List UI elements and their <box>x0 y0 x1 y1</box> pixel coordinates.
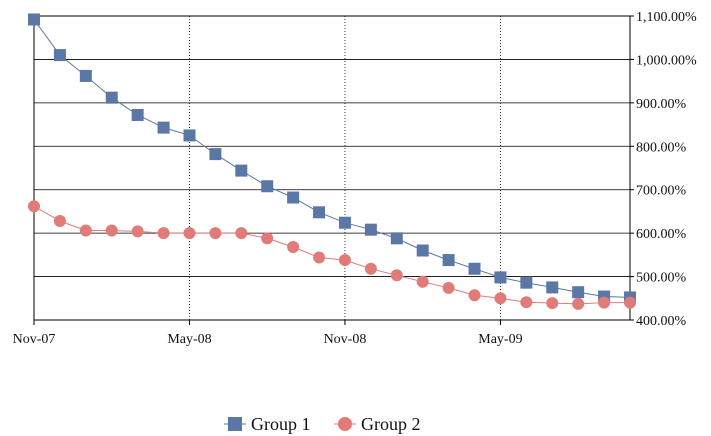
series-2 <box>28 200 636 310</box>
data-point <box>339 217 351 229</box>
data-point <box>158 227 170 239</box>
legend-label: Group 1 <box>251 414 311 434</box>
data-point <box>365 224 377 236</box>
series-line <box>34 20 630 298</box>
data-point <box>417 245 429 257</box>
data-point <box>469 289 481 301</box>
data-point <box>520 277 532 289</box>
legend-item-1: Group 1 <box>224 414 311 434</box>
x-tick-label: Nov-08 <box>324 332 367 347</box>
x-axis-ticks: Nov-07 May-08 Nov-08 May-09 <box>13 320 523 347</box>
data-point <box>183 129 195 141</box>
y-tick-label: 500.00% <box>636 271 687 286</box>
data-point <box>494 292 506 304</box>
chart-axes <box>34 16 630 320</box>
data-point <box>443 254 455 266</box>
data-point <box>80 225 92 237</box>
data-point <box>339 254 351 266</box>
data-point <box>494 271 506 283</box>
data-point <box>235 227 247 239</box>
data-point <box>391 269 403 281</box>
y-tick-label: 800.00% <box>636 140 687 155</box>
data-point <box>209 148 221 160</box>
data-point <box>572 298 584 310</box>
data-point <box>235 165 247 177</box>
grid-lines <box>34 16 630 320</box>
data-point <box>313 206 325 218</box>
series-layer <box>28 13 636 309</box>
data-point <box>443 282 455 294</box>
plot-frame <box>34 16 630 320</box>
data-point <box>261 180 273 192</box>
data-point <box>132 109 144 121</box>
data-point <box>158 122 170 134</box>
legend-label: Group 2 <box>361 414 421 434</box>
data-point <box>132 225 144 237</box>
data-point <box>209 227 221 239</box>
data-point <box>572 286 584 298</box>
data-point <box>54 49 66 61</box>
data-point <box>28 200 40 212</box>
y-tick-label: 600.00% <box>636 227 687 242</box>
y-tick-label: 1,100.00% <box>636 10 697 25</box>
data-point <box>106 92 118 104</box>
y-tick-label: 400.00% <box>636 314 687 329</box>
series-line <box>34 206 630 304</box>
data-point <box>520 296 532 308</box>
series-1 <box>28 13 636 303</box>
y-tick-label: 700.00% <box>636 184 687 199</box>
data-point <box>287 192 299 204</box>
data-point <box>261 232 273 244</box>
data-point <box>391 232 403 244</box>
x-tick-label: Nov-07 <box>13 332 56 347</box>
data-point <box>598 297 610 309</box>
data-point <box>287 241 299 253</box>
data-point <box>365 263 377 275</box>
data-point <box>80 70 92 82</box>
data-point <box>469 263 481 275</box>
data-point <box>546 281 558 293</box>
data-point <box>54 215 66 227</box>
y-axis-ticks: 400.00% 500.00% 600.00% 700.00% 800.00% 900.0… <box>630 10 697 329</box>
data-point <box>313 251 325 263</box>
y-tick-label: 900.00% <box>636 97 687 112</box>
y-tick-label: 1,000.00% <box>636 53 697 68</box>
legend-marker <box>338 417 352 431</box>
data-point <box>546 297 558 309</box>
x-tick-label: May-08 <box>167 332 211 347</box>
data-point <box>417 276 429 288</box>
legend-item-2: Group 2 <box>334 414 421 434</box>
data-point <box>28 13 40 25</box>
data-point <box>183 227 195 239</box>
legend-marker <box>228 417 242 431</box>
data-point <box>624 297 636 309</box>
data-point <box>106 225 118 237</box>
legend: Group 1 Group 2 <box>224 414 421 434</box>
x-tick-label: May-09 <box>478 332 522 347</box>
